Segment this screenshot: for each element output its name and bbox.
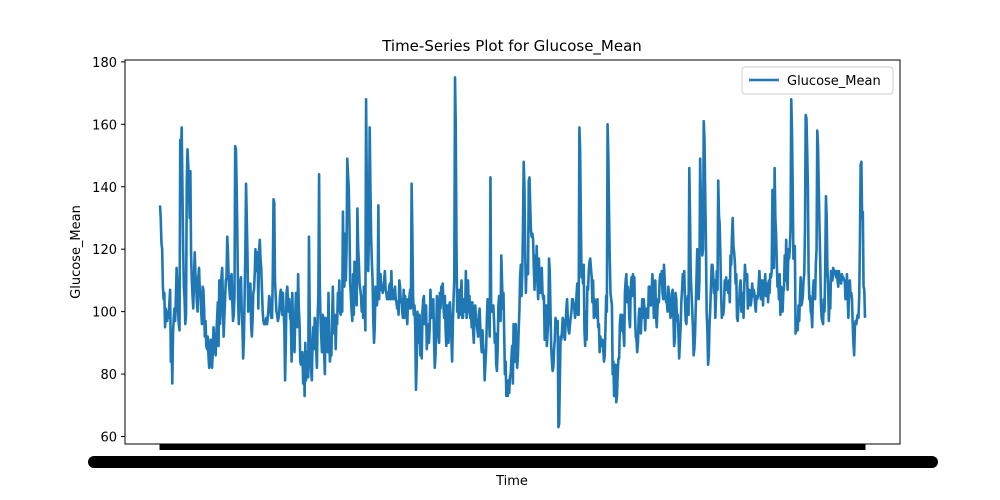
- y-tick-label: 140: [92, 181, 117, 196]
- chart-title: Time-Series Plot for Glucose_Mean: [381, 37, 642, 56]
- legend-entry-label: Glucose_Mean: [787, 74, 881, 89]
- y-tick-label: 160: [92, 118, 117, 133]
- y-tick-label: 60: [100, 431, 117, 446]
- x-axis-ticks: [88, 444, 938, 468]
- y-tick-label: 180: [92, 56, 117, 71]
- series-line-glucose-mean: [158, 76, 867, 429]
- y-axis-label: Glucose_Mean: [69, 205, 84, 299]
- y-tick-label: 100: [92, 306, 117, 321]
- legend-box: [741, 66, 894, 95]
- y-tick-label: 80: [100, 368, 117, 383]
- y-tick-label: 120: [92, 243, 117, 258]
- x-tick-marks: [159, 444, 866, 450]
- legend: Glucose_Mean: [741, 66, 894, 95]
- x-tick-labels-overlapping: [88, 456, 938, 468]
- plot-area-frame: [124, 59, 901, 445]
- x-axis-label: Time: [495, 474, 528, 489]
- y-axis: 60 80 100 120 140 160 180: [92, 56, 125, 446]
